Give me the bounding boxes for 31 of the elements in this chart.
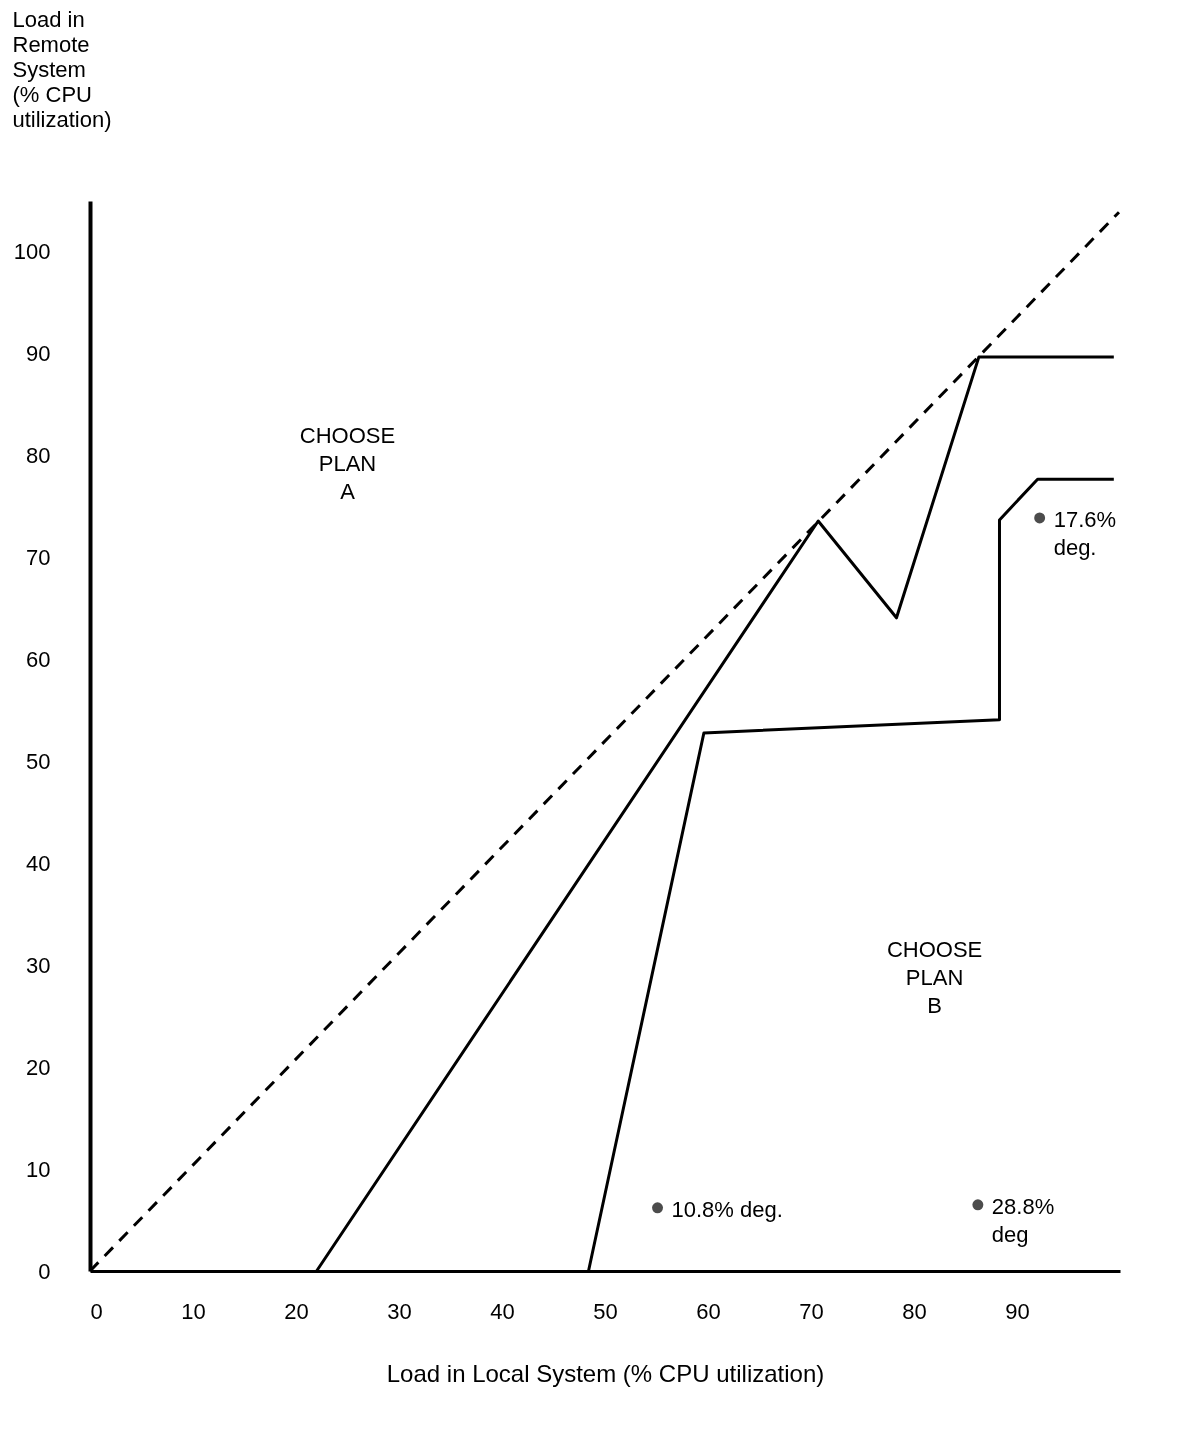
y-tick-label: 80 <box>26 443 51 469</box>
y-tick-label: 40 <box>26 850 51 876</box>
annotation: 10.8% deg. <box>671 1196 783 1222</box>
point <box>972 1199 984 1211</box>
x-tick-label: 10 <box>181 1298 206 1324</box>
x-axis-title: Load in Local System (% CPU utilization) <box>386 1359 825 1387</box>
point <box>652 1202 664 1214</box>
annotation: 28.8% deg <box>991 1193 1055 1247</box>
x-tick-label: 40 <box>490 1298 515 1324</box>
x-tick-label: 60 <box>696 1298 721 1324</box>
annotation: CHOOSE PLAN B <box>886 937 983 1018</box>
y-tick-label: 90 <box>26 341 51 367</box>
y-tick-label: 100 <box>13 239 51 265</box>
x-tick-label: 20 <box>284 1298 309 1324</box>
x-tick-label: 0 <box>90 1298 103 1324</box>
x-tick-label: 50 <box>593 1298 618 1324</box>
y-tick-label: 50 <box>26 748 51 774</box>
x-tick-label: 80 <box>902 1298 927 1324</box>
y-tick-label: 30 <box>26 952 51 978</box>
point <box>1034 512 1046 524</box>
annotation: 17.6% deg. <box>1053 506 1117 560</box>
x-tick-label: 90 <box>1005 1298 1030 1324</box>
x-tick-label: 70 <box>799 1298 824 1324</box>
y-tick-label: 0 <box>38 1258 51 1284</box>
y-tick-label: 20 <box>26 1054 51 1080</box>
y-axis-title: Load in Remote System (% CPU utilization) <box>12 6 112 132</box>
y-tick-label: 10 <box>26 1156 51 1182</box>
annotation: CHOOSE PLAN A <box>299 423 396 505</box>
y-tick-label: 70 <box>26 545 51 571</box>
x-tick-label: 30 <box>387 1298 412 1324</box>
y-tick-label: 60 <box>26 647 51 673</box>
